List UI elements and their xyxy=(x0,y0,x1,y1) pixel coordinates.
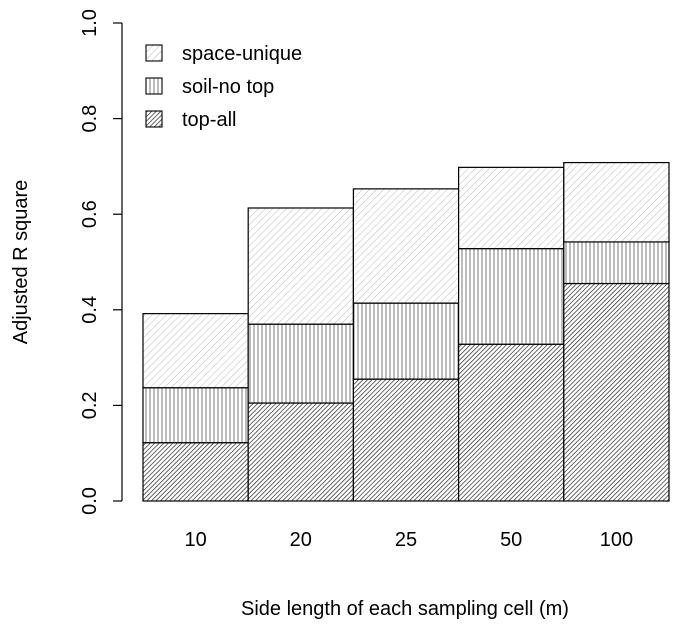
legend-swatch-top-all xyxy=(145,110,163,128)
bars-layer xyxy=(142,161,670,502)
y-tick-label: 0.4 xyxy=(79,296,101,324)
y-tick-label: 1.0 xyxy=(79,9,101,37)
bar-segment-space-unique-20 xyxy=(247,207,354,325)
bar-segment-soil-no-top-20 xyxy=(247,323,354,404)
x-axis-label: Side length of each sampling cell (m) xyxy=(241,598,569,620)
y-axis: 0.0 0.2 0.4 0.6 0.8 1.0 xyxy=(79,9,123,515)
legend-label-space-unique: space-unique xyxy=(182,43,302,65)
y-tick-label: 0.0 xyxy=(79,487,101,515)
bar-segment-top-all-100 xyxy=(563,282,670,502)
x-tick-label: 10 xyxy=(184,529,206,551)
bar-segment-soil-no-top-25 xyxy=(352,302,460,380)
bar-segment-soil-no-top-10 xyxy=(142,387,249,444)
x-tick-label: 25 xyxy=(395,529,417,551)
bar-segment-soil-no-top-100 xyxy=(563,241,670,285)
y-tick-label: 0.2 xyxy=(79,391,101,419)
y-tick-label: 0.8 xyxy=(79,105,101,133)
bar-segment-top-all-25 xyxy=(352,378,460,502)
y-axis-label: Adjusted R square xyxy=(10,180,32,345)
x-tick-label: 100 xyxy=(600,529,633,551)
bar-segment-space-unique-50 xyxy=(458,166,565,250)
bar-segment-space-unique-100 xyxy=(563,161,670,243)
x-tick-label: 50 xyxy=(500,529,522,551)
bar-segment-top-all-10 xyxy=(142,442,249,502)
bar-segment-top-all-20 xyxy=(247,402,354,502)
x-tick-label: 20 xyxy=(290,529,312,551)
legend-swatch-soil-no-top xyxy=(145,77,163,95)
bar-segment-soil-no-top-50 xyxy=(458,248,565,345)
bar-segment-space-unique-25 xyxy=(352,188,460,304)
x-axis-tick-labels: 10 20 25 50 100 xyxy=(184,529,633,551)
bar-segment-top-all-50 xyxy=(458,343,565,502)
y-tick-label: 0.6 xyxy=(79,200,101,228)
legend-label-soil-no-top: soil-no top xyxy=(182,76,274,98)
legend-label-top-all: top-all xyxy=(182,109,236,131)
bar-segment-space-unique-10 xyxy=(142,313,249,389)
legend-swatch-space-unique xyxy=(145,44,163,62)
legend: space-unique soil-no top top-all xyxy=(145,43,302,131)
